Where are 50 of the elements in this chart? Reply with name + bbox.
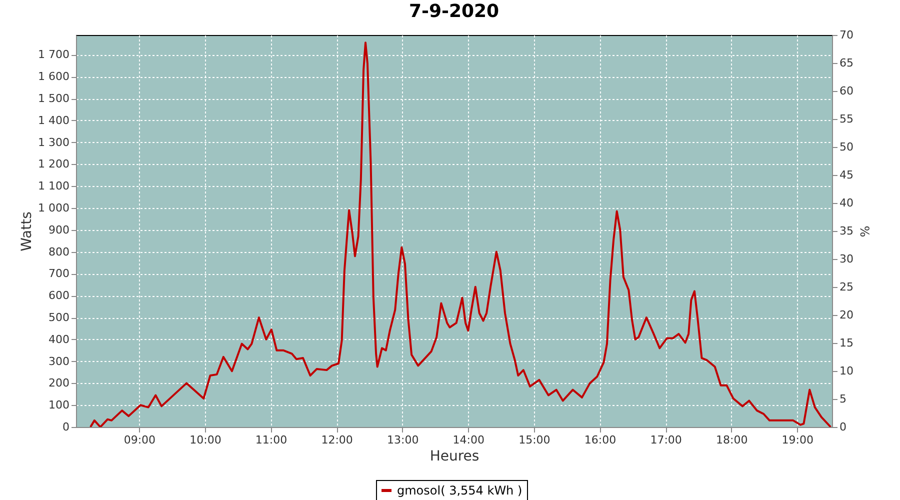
y2-tick-label: 40	[840, 196, 854, 210]
y-tick-label: 1 400	[38, 114, 70, 127]
y-tick-label: 300	[48, 354, 70, 368]
y2-tick-label: 10	[840, 364, 854, 378]
y2-tick-label: 50	[840, 140, 854, 154]
x-tick-label: 14:00	[452, 434, 484, 446]
y-tick-label: 0	[62, 420, 70, 434]
y2-tick-label: 45	[840, 168, 854, 182]
y-axis-title: Watts	[19, 212, 36, 252]
x-tick-label: 17:00	[650, 434, 682, 446]
x-tick-label: 12:00	[321, 434, 353, 446]
y-tick-label: 1 700	[38, 48, 70, 62]
y2-axis-title: %	[857, 226, 872, 238]
x-tick-label: 15:00	[518, 434, 550, 446]
y2-tick-label: 65	[840, 56, 854, 70]
x-tick-label: 13:00	[387, 434, 419, 446]
y2-tick-label: 5	[840, 392, 846, 406]
x-tick-label: 19:00	[782, 434, 814, 446]
y-tick-label: 1 300	[38, 136, 70, 149]
y-tick-label: 500	[48, 311, 70, 324]
x-tick-label: 18:00	[716, 434, 748, 446]
y-tick-label: 800	[48, 245, 70, 258]
y2-tick-label: 25	[840, 280, 854, 294]
line-series	[89, 42, 832, 427]
y-tick-label: 200	[48, 376, 70, 390]
y-tick-label: 900	[48, 223, 70, 236]
y-tick-label: 1 600	[38, 70, 70, 84]
chart-title: 7-9-2020	[408, 1, 500, 22]
y2-tick-label: 55	[840, 112, 854, 126]
y2-tick-label: 15	[840, 336, 854, 350]
y2-tick-label: 20	[840, 308, 854, 322]
y2-tick-label: 70	[840, 28, 854, 42]
legend-label: gmosol( 3,554 kWh )	[397, 484, 522, 498]
x-axis-title: Heures	[430, 448, 480, 464]
y2-tick-label: 30	[840, 252, 854, 266]
x-tick-label: 11:00	[255, 434, 288, 446]
y-tick-label: 1 000	[38, 202, 70, 215]
y-tick-label: 100	[48, 398, 70, 412]
y2-tick-label: 60	[840, 84, 854, 98]
y-tick-label: 600	[48, 289, 70, 302]
y-tick-label: 1 200	[38, 158, 70, 171]
y-tick-label: 1 100	[38, 180, 70, 193]
y2-tick-label: 0	[840, 420, 846, 434]
x-tick-label: 09:00	[124, 434, 156, 446]
y-tick-label: 400	[48, 332, 70, 346]
y-tick-label: 700	[48, 267, 70, 280]
y2-tick-label: 35	[840, 224, 854, 238]
y-tick-label: 1 500	[38, 92, 70, 106]
x-tick-label: 10:00	[190, 434, 222, 446]
x-tick-label: 16:00	[584, 434, 616, 446]
